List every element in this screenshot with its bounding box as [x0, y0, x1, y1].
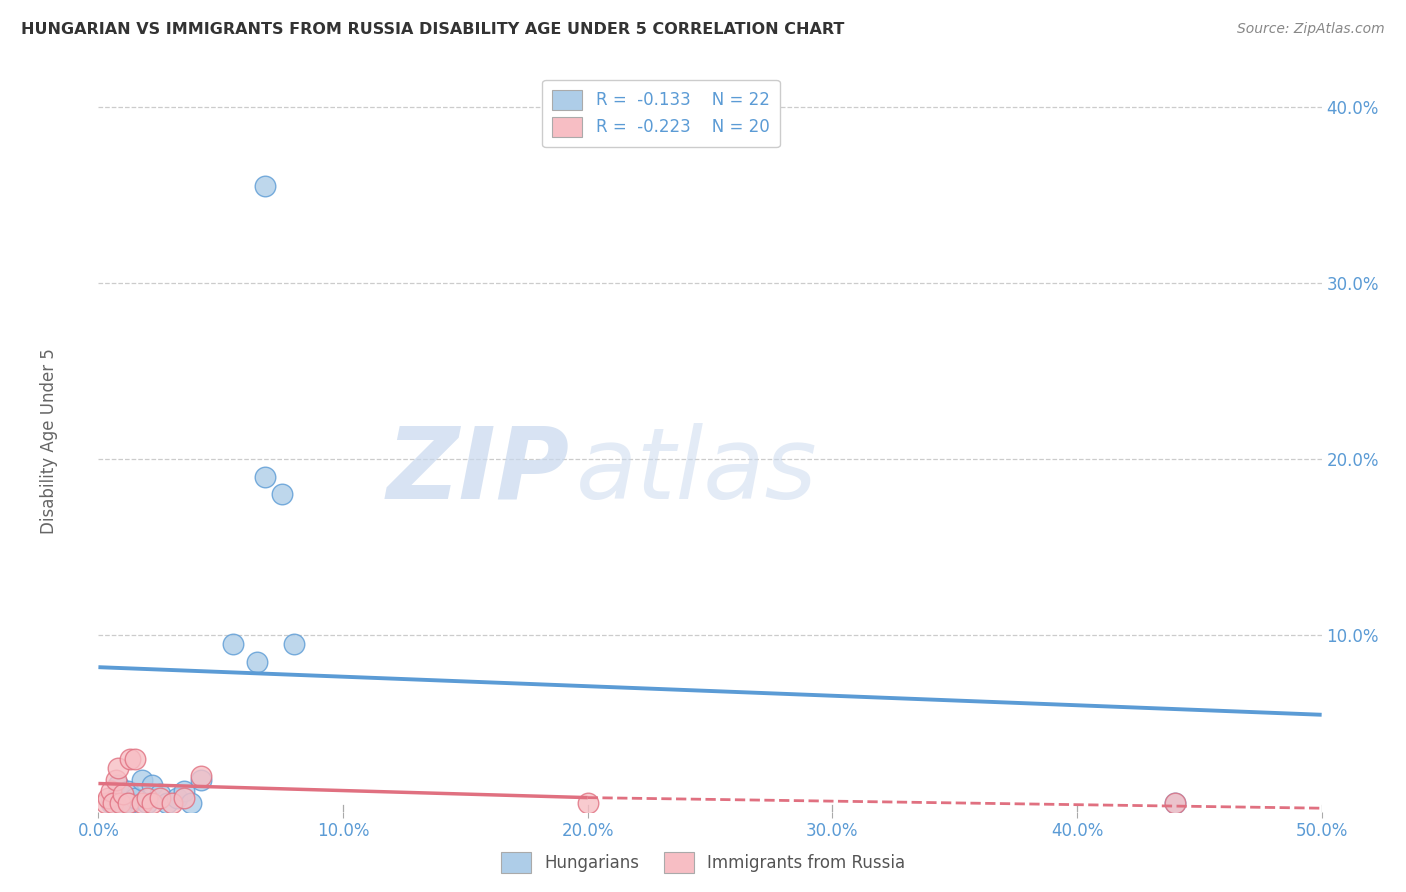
Point [180, 796, 202, 810]
Point [117, 796, 139, 810]
Text: HUNGARIAN VS IMMIGRANTS FROM RUSSIA DISABILITY AGE UNDER 5 CORRELATION CHART: HUNGARIAN VS IMMIGRANTS FROM RUSSIA DISA… [21, 22, 845, 37]
Point [111, 796, 134, 810]
Point [190, 769, 212, 783]
Point [120, 796, 142, 810]
Point [166, 790, 188, 805]
Point [576, 796, 599, 810]
Point [120, 752, 142, 766]
Point [173, 783, 195, 797]
Point [1164, 796, 1187, 810]
Point [101, 796, 124, 810]
Point [1164, 796, 1187, 810]
Point [270, 487, 294, 501]
Point [222, 637, 245, 651]
Point [160, 796, 183, 810]
Point [131, 772, 153, 787]
Point [107, 778, 129, 792]
Point [104, 790, 127, 805]
Point [117, 783, 139, 797]
Point [94, 796, 117, 810]
Legend: R =  -0.133    N = 22, R =  -0.223    N = 20: R = -0.133 N = 22, R = -0.223 N = 20 [543, 79, 780, 147]
Point [156, 796, 179, 810]
Text: Source: ZipAtlas.com: Source: ZipAtlas.com [1237, 22, 1385, 37]
Text: atlas: atlas [575, 423, 817, 520]
Point [97, 790, 120, 805]
Point [100, 783, 122, 797]
Point [173, 790, 195, 805]
Point [100, 796, 122, 810]
Text: ZIP: ZIP [387, 423, 569, 520]
Point [107, 761, 129, 775]
Point [246, 655, 269, 669]
Point [124, 752, 146, 766]
Point [141, 778, 163, 792]
Point [111, 787, 134, 801]
Point [253, 470, 276, 484]
Point [131, 796, 153, 810]
Point [149, 787, 172, 801]
Point [283, 637, 305, 651]
Point [104, 772, 127, 787]
Point [149, 790, 172, 805]
Legend: Hungarians, Immigrants from Russia: Hungarians, Immigrants from Russia [494, 846, 912, 880]
Point [141, 796, 163, 810]
Point [253, 178, 276, 193]
Point [136, 790, 159, 805]
Point [124, 790, 146, 805]
Point [190, 772, 212, 787]
Text: Disability Age Under 5: Disability Age Under 5 [41, 349, 59, 534]
Point [110, 796, 132, 810]
Point [136, 796, 159, 810]
